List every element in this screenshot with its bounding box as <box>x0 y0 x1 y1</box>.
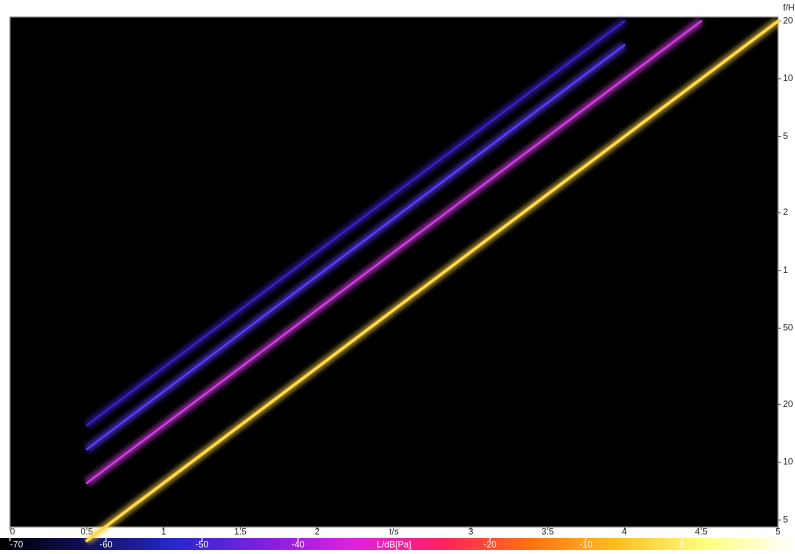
colorbar: -70 -60 -50 -40 -20 -10 0 10 L/dB[Pa] <box>0 538 795 550</box>
x-tick-label: 2 <box>315 526 320 536</box>
colorbar-scale <box>0 538 795 550</box>
x-tick-label: 1 <box>161 526 166 536</box>
harmonic-line <box>85 20 703 485</box>
colorbar-tick-label: -50 <box>195 539 208 549</box>
colorbar-tick-label: -40 <box>291 539 304 549</box>
y-axis-label: f/H <box>783 2 795 12</box>
x-axis-label: t/s <box>389 526 399 536</box>
harmonic <box>84 17 781 545</box>
y-tick-label: 1 <box>783 265 788 275</box>
colorbar-tick-label: 10 <box>768 539 778 549</box>
x-tick-label: 4 <box>622 526 627 536</box>
x-tick-label: 3 <box>468 526 473 536</box>
harmonic <box>84 41 628 453</box>
y-tick-label: 20 <box>783 399 793 409</box>
harmonic-line <box>85 20 626 427</box>
harmonic <box>84 17 628 429</box>
x-tick-label: 4.5 <box>695 526 708 536</box>
colorbar-tick-label: -20 <box>483 539 496 549</box>
colorbar-tick-label: -60 <box>99 539 112 549</box>
x-tick-label: 3.5 <box>541 526 554 536</box>
harmonic-line <box>85 19 780 543</box>
x-tick-label: 5 <box>775 526 780 536</box>
y-tick-label: 5 <box>783 514 788 524</box>
x-tick-label: 0 <box>10 526 15 536</box>
harmonic-line <box>85 44 626 451</box>
colorbar-tick-label: -10 <box>579 539 592 549</box>
colorbar-tick-label: 0 <box>679 539 684 549</box>
harmonic <box>84 17 704 487</box>
y-tick-label: 50 <box>783 323 793 333</box>
colorbar-label: L/dB[Pa] <box>377 539 412 549</box>
y-tick-label: 20 <box>783 15 793 25</box>
x-tick-label: 1.5 <box>234 526 247 536</box>
y-tick-label: 5 <box>783 131 788 141</box>
y-tick-label: 10 <box>783 457 793 467</box>
x-tick-label: 0.5 <box>81 526 94 536</box>
y-tick-label: 10 <box>783 73 793 83</box>
y-tick-label: 2 <box>783 207 788 217</box>
colorbar-tick-label: -70 <box>10 539 23 549</box>
